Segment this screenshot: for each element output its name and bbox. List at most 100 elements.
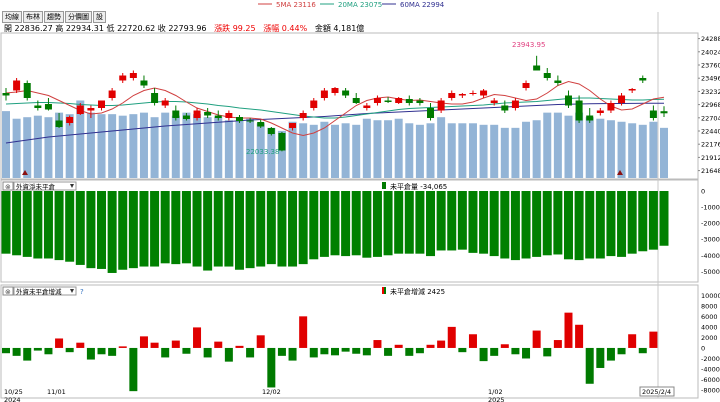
candle	[352, 93, 360, 104]
volume-bar	[437, 117, 446, 178]
oi-change-bar	[23, 347, 32, 361]
price-tick: 21912	[701, 154, 720, 162]
oi-change-bar	[44, 347, 53, 355]
oi-change-bar	[224, 347, 233, 362]
candle-body	[2, 93, 10, 96]
ma5-line	[5, 80, 665, 137]
oi-indicator-select[interactable]	[13, 181, 77, 191]
oi-change-bar	[628, 334, 637, 348]
price-tick: 23760	[701, 62, 720, 70]
oi-change-bar	[341, 347, 350, 352]
volume-bar	[182, 112, 191, 178]
price-tick: 22176	[701, 141, 720, 149]
oi-bar	[107, 191, 117, 273]
candle	[278, 132, 286, 152]
volume-bar	[564, 115, 573, 178]
oi-bar	[585, 191, 595, 259]
oi-change-bar	[277, 347, 286, 356]
chart-toolbar: 均線 布林 趨勢 分價圖 設	[2, 11, 107, 23]
candle	[596, 108, 604, 116]
volume-bar	[299, 123, 308, 178]
candle-body	[214, 115, 222, 118]
oi-change-bar	[373, 340, 382, 348]
candle-body	[437, 100, 445, 111]
oi-change-bar	[193, 327, 202, 348]
oi-bar	[563, 191, 573, 260]
candle-body	[225, 113, 233, 118]
tab-settings[interactable]: 設	[93, 11, 106, 23]
x-label-1202: 12/02	[262, 388, 281, 396]
volume-bar	[447, 123, 456, 178]
candle	[575, 95, 583, 123]
oi-change-tick: -6000	[701, 376, 720, 384]
oi-bar	[383, 191, 393, 256]
ma20-legend: 20MA 23075	[338, 1, 382, 9]
oi-bar	[595, 191, 605, 259]
volume-bar	[373, 120, 382, 178]
candle-body	[55, 120, 63, 127]
x-label-1101: 11/01	[47, 388, 66, 396]
oi-bar	[489, 191, 499, 257]
candle-body	[586, 115, 594, 121]
oi-bar	[648, 191, 658, 250]
oi-bar	[617, 191, 627, 257]
tab-ma[interactable]: 均線	[2, 11, 22, 23]
candle-body	[458, 94, 466, 96]
oi-bar	[139, 191, 149, 267]
tab-volume-profile[interactable]: 分價圖	[65, 11, 92, 23]
volume-bar	[543, 112, 552, 178]
oi-change-bar	[596, 347, 605, 368]
volume-bar	[405, 123, 414, 178]
oi-change-legend-swatch-up	[382, 287, 384, 294]
oi-bar	[1, 191, 11, 254]
oi-change-bar	[479, 347, 488, 362]
volume-bar	[522, 121, 531, 178]
volume-bar	[415, 124, 424, 178]
candle	[320, 88, 328, 101]
tab-trend[interactable]: 趨勢	[44, 11, 64, 23]
oi-bar	[479, 191, 489, 254]
volume-bar	[256, 123, 265, 178]
oi-change-panel-close-icon[interactable]	[2, 286, 14, 296]
volume-bar	[171, 115, 180, 178]
candle-body	[172, 110, 180, 118]
high-annotation: 23943.95	[512, 41, 545, 49]
oi-change-bar	[564, 312, 573, 348]
cursor-date: 2025/2/4	[642, 388, 671, 396]
oi-bar	[43, 191, 53, 259]
oi-panel-close-icon[interactable]	[2, 181, 14, 191]
candle-body	[235, 117, 243, 121]
oi-change-bar	[2, 347, 10, 354]
oi-bar	[266, 191, 276, 265]
candle	[554, 75, 562, 86]
oi-bar	[12, 191, 22, 256]
oi-change-bar	[500, 344, 509, 348]
candle	[342, 88, 350, 98]
oi-bar	[415, 191, 425, 254]
oi-bar	[521, 191, 531, 259]
candle	[511, 98, 519, 111]
candle-body	[628, 89, 636, 91]
oi-tick: 0	[701, 188, 705, 196]
volume-bar	[426, 123, 435, 178]
oi-change-bar	[394, 344, 403, 348]
low-label: 低	[106, 24, 115, 33]
candle	[501, 100, 509, 113]
candle-body	[108, 90, 116, 98]
candle-body	[352, 98, 360, 103]
oi-bar	[234, 191, 244, 270]
help-icon[interactable]: ?	[80, 288, 84, 296]
oi-bar	[118, 191, 128, 270]
oi-change-bar	[214, 341, 223, 348]
oi-change-indicator-select[interactable]	[13, 286, 77, 296]
candle	[2, 88, 10, 101]
candle	[108, 88, 116, 101]
candle	[182, 113, 190, 121]
candle	[204, 108, 212, 118]
oi-change-bar	[575, 324, 584, 348]
tab-bollinger[interactable]: 布林	[23, 11, 43, 23]
oi-change-bar	[468, 334, 477, 348]
oi-change-bar	[638, 347, 647, 354]
